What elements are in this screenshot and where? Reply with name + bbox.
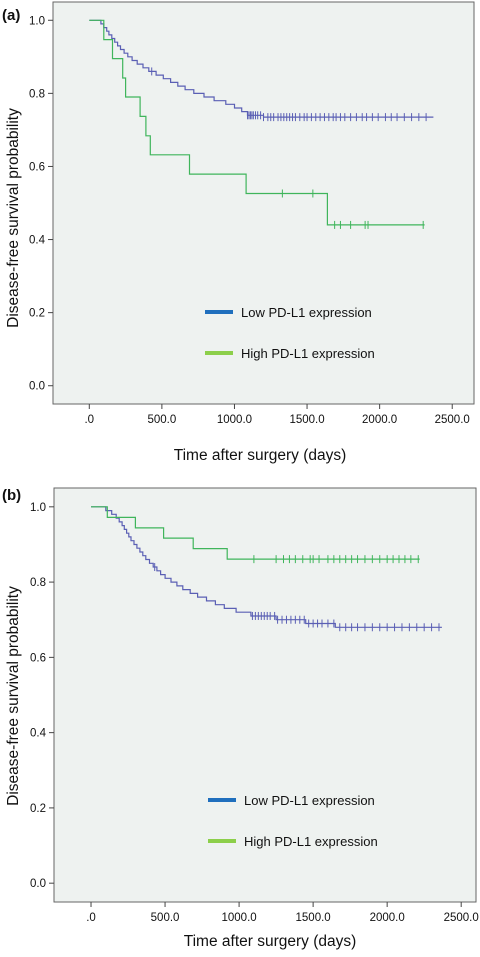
- x-tick-label-a: 1000.0: [217, 414, 252, 426]
- y-axis-title-b: Disease-free survival probability: [5, 586, 22, 806]
- y-tick-label-a: 0.4: [29, 235, 46, 247]
- plot-area-b: [53, 487, 477, 903]
- plot-a: 0.0 0.2 0.4 0.6 0.8 1.0 .0 500.0 1000.0 1500.0 200…: [29, 15, 470, 426]
- x-tick-label-b: 2000.0: [370, 912, 405, 924]
- plot-area-a: [52, 1, 475, 405]
- y-tick-label-a: 0.6: [29, 161, 45, 173]
- y-tick-label-b: 0.4: [30, 728, 47, 740]
- x-tick-label-b: 1500.0: [296, 912, 331, 924]
- y-tick-label-a: 1.0: [29, 15, 45, 27]
- x-tick-label-a: .0: [84, 414, 94, 426]
- x-tick-label-a: 1500.0: [289, 414, 324, 426]
- legend-label-low-a: Low PD-L1 expression: [241, 305, 372, 320]
- y-tick-label-a: 0.0: [29, 381, 45, 393]
- y-tick-label-b: 0.2: [30, 803, 46, 815]
- legend-label-high-b: High PD-L1 expression: [244, 834, 378, 849]
- y-tick-label-a: 0.2: [29, 308, 45, 320]
- y-axis-title-a: Disease-free survival probability: [5, 108, 22, 328]
- x-tick-label-b: .0: [86, 912, 96, 924]
- survival-curve-high-a: [89, 19, 425, 226]
- y-tick-label-b: 0.8: [30, 577, 46, 589]
- x-tick-label-a: 2000.0: [362, 414, 397, 426]
- y-tick-label-b: 0.6: [30, 652, 46, 664]
- x-axis-title-a: Time after surgery (days): [174, 447, 347, 464]
- y-tick-label-a: 0.8: [29, 88, 45, 100]
- survival-curve-high-b: [91, 506, 420, 560]
- panel-label-b: (b): [2, 487, 21, 504]
- x-tick-label-b: 500.0: [151, 912, 180, 924]
- survival-curve-low-a: [89, 19, 434, 118]
- x-tick-label-a: 2500.0: [435, 414, 470, 426]
- x-axis-title-b: Time after surgery (days): [184, 933, 357, 950]
- plot-b: 0.0 0.2 0.4 0.6 0.8 1.0 .0 500.0 1000.0 1500.0 200…: [30, 502, 479, 924]
- legend-label-low-b: Low PD-L1 expression: [244, 793, 375, 808]
- legend-label-high-a: High PD-L1 expression: [241, 346, 375, 361]
- x-tick-label-b: 1000.0: [221, 912, 256, 924]
- y-tick-label-b: 1.0: [30, 502, 46, 514]
- panel-label-a: (a): [2, 7, 20, 24]
- x-tick-label-b: 2500.0: [444, 912, 479, 924]
- y-tick-label-b: 0.0: [30, 878, 46, 890]
- x-tick-label-a: 500.0: [147, 414, 176, 426]
